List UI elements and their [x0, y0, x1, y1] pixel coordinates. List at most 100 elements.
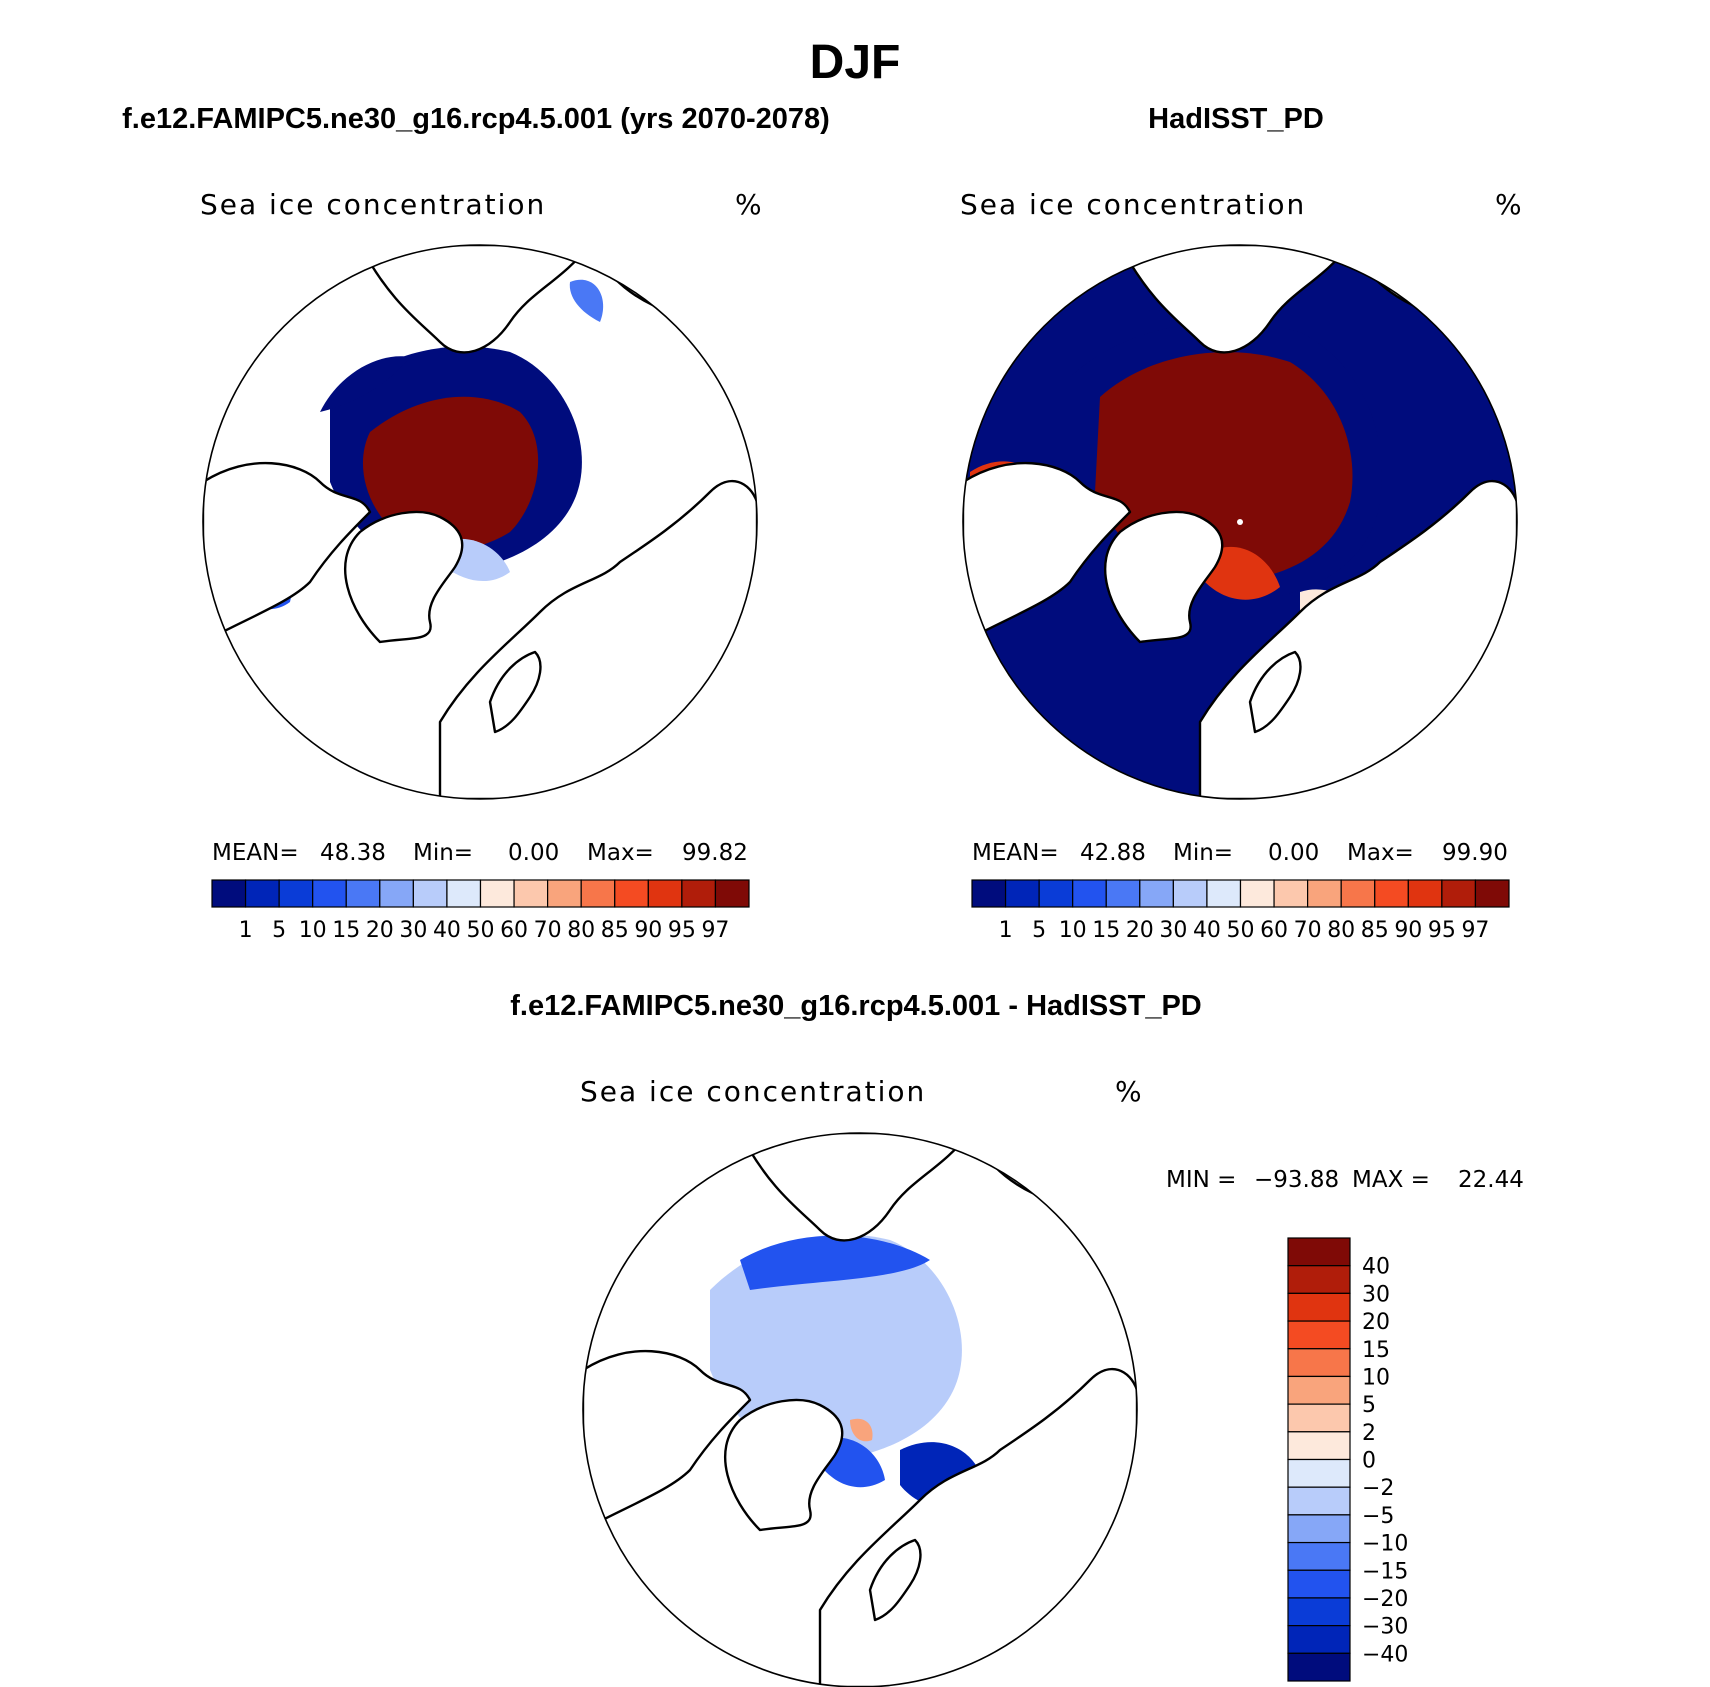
- panel-a-max-label: Max=: [587, 840, 654, 866]
- labelbar-tick-label: −30: [1362, 1615, 1408, 1640]
- beaufort-east-siberian-field: [320, 356, 410, 412]
- labelbar-tick-label: 97: [1461, 918, 1489, 943]
- pole-hole: [1237, 519, 1243, 525]
- labelbar-box: [379, 879, 414, 908]
- labelbar-box: [1287, 1431, 1351, 1461]
- panel-a-mean-value: 48.38: [320, 840, 386, 866]
- labelbar-box: [547, 879, 582, 908]
- labelbar-tick-label: −2: [1362, 1476, 1394, 1501]
- labelbar-tick-label: 10: [299, 918, 327, 943]
- labelbar-tick-label: 20: [366, 918, 394, 943]
- panel-b-stats: MEAN= 42.88 Min= 0.00 Max= 99.90: [972, 840, 1508, 866]
- panel-b-max-value: 99.90: [1442, 840, 1508, 866]
- panel-b-mean-label: MEAN=: [972, 840, 1059, 866]
- labelbar-tick-label: 90: [634, 918, 662, 943]
- labelbar-tick-label: 1: [239, 918, 253, 943]
- labelbar-box: [1287, 1292, 1351, 1322]
- panel-b-units: %: [1495, 188, 1522, 221]
- labelbar-box: [513, 879, 549, 908]
- panel-c-max-label: MAX =: [1352, 1167, 1430, 1193]
- land-canada: [583, 1349, 752, 1532]
- labelbar-box: [1287, 1375, 1351, 1405]
- labelbar-tick-label: 85: [1361, 918, 1389, 943]
- land-greenland: [1103, 510, 1224, 644]
- labelbar-tick-label: 60: [1260, 918, 1288, 943]
- labelbar-box: [1287, 1569, 1351, 1599]
- map-boundary: [582, 1132, 1138, 1687]
- labelbar-tick-label: 50: [1227, 918, 1255, 943]
- labelbar-box: [244, 879, 280, 908]
- labelbar-box: [1374, 879, 1409, 908]
- labelbar-tick-label: 70: [1294, 918, 1322, 943]
- labelbar-tick-label: −15: [1362, 1559, 1408, 1584]
- fram-strait-field: [850, 1418, 873, 1442]
- labelbar-box: [1287, 1597, 1351, 1627]
- panel-a-title: f.e12.FAMIPC5.ne30_g16.rcp4.5.001 (yrs 2…: [122, 103, 830, 135]
- land-scandinavia: [488, 650, 542, 734]
- labelbar-tick-label: 40: [1193, 918, 1221, 943]
- labelbar-tick-label: 15: [1362, 1338, 1390, 1363]
- labelbar-box: [1287, 1458, 1351, 1488]
- land-canada: [203, 461, 372, 644]
- labelbar-tick-label: 15: [1092, 918, 1120, 943]
- land-greenland: [723, 1398, 844, 1532]
- labelbar-tick-label: −5: [1362, 1504, 1394, 1529]
- labelbar-tick-label: 40: [433, 918, 461, 943]
- labelbar-tick-label: 50: [467, 918, 495, 943]
- panel-b-title: HadISST_PD: [1148, 103, 1324, 135]
- map-boundary: [202, 244, 758, 800]
- labelbar-tick-label: 60: [500, 918, 528, 943]
- panel-c-min-value: −93.88: [1254, 1167, 1339, 1193]
- labelbar-box: [1287, 1541, 1351, 1571]
- labelbar-box: [647, 879, 683, 908]
- labelbar-tick-label: 5: [1362, 1393, 1376, 1418]
- labelbar-box: [312, 879, 347, 908]
- panel-a-mean-label: MEAN=: [212, 840, 299, 866]
- labelbar-tick-label: −10: [1362, 1532, 1408, 1557]
- labelbar-box: [614, 879, 649, 908]
- labelbar-tick-label: −20: [1362, 1587, 1408, 1612]
- labelbar-tick-label: 40: [1362, 1255, 1390, 1280]
- panel-a-units: %: [735, 188, 762, 221]
- labelbar-box: [1172, 879, 1208, 908]
- labelbar-box: [714, 879, 750, 908]
- panel-b-min-value: 0.00: [1268, 840, 1319, 866]
- labelbar-tick-label: 15: [332, 918, 360, 943]
- labelbar-box: [1287, 1320, 1351, 1350]
- labelbar-tick-label: 10: [1059, 918, 1087, 943]
- labelbar-tick-label: 20: [1362, 1310, 1390, 1335]
- land-alaska: [738, 1133, 972, 1242]
- labelbar-tick-label: 70: [534, 918, 562, 943]
- panel-b-mean-value: 42.88: [1080, 840, 1146, 866]
- labelbar-box: [211, 879, 247, 908]
- labelbar-tick-label: −40: [1362, 1642, 1408, 1667]
- labelbar-box: [1004, 879, 1040, 908]
- panel-b-max-label: Max=: [1347, 840, 1414, 866]
- labelbar-box: [1287, 1625, 1351, 1654]
- labelbar-box: [345, 879, 381, 908]
- labelbar-box: [1287, 1486, 1351, 1516]
- labelbar-box: [1340, 879, 1376, 908]
- map-panel-observations: [962, 244, 1518, 800]
- labelbar-tick-label: 30: [1362, 1282, 1390, 1307]
- okhotsk-field: [569, 279, 604, 322]
- labelbar-tick-label: 2: [1362, 1421, 1376, 1446]
- map-panel-difference: [582, 1132, 1138, 1687]
- labelbar-tick-label: 1: [999, 918, 1013, 943]
- labelbar-box: [1105, 879, 1141, 908]
- panel-a-min-value: 0.00: [508, 840, 559, 866]
- labelbar-box: [1287, 1348, 1351, 1378]
- land-scandinavia: [868, 1538, 922, 1622]
- labelbar-box: [1139, 879, 1174, 908]
- labelbar-box: [412, 879, 448, 908]
- land-scandinavia: [1248, 650, 1302, 734]
- labelbar-tick-label: 95: [668, 918, 696, 943]
- labelbar-box: [1307, 879, 1342, 908]
- panel-c-min-label: MIN =: [1166, 1167, 1236, 1193]
- labelbar-tick-label: 80: [567, 918, 595, 943]
- labelbar-tick-label: 97: [701, 918, 729, 943]
- labelbar-box: [1287, 1403, 1351, 1433]
- labelbar-box: [1287, 1652, 1351, 1682]
- labelbar-box: [681, 879, 717, 908]
